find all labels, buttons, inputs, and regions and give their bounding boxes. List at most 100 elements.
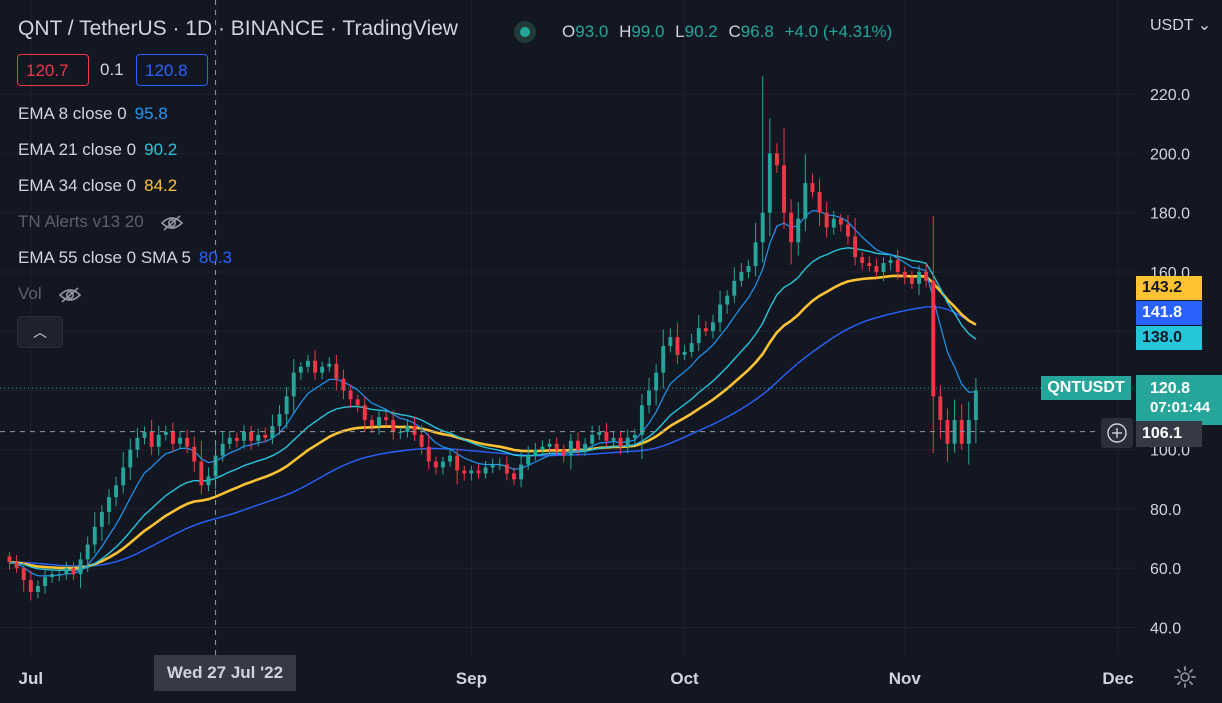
candle-body	[14, 562, 19, 569]
ohlc-high: 99.0	[631, 22, 665, 41]
candle-body	[881, 263, 886, 272]
collapse-legend-button[interactable]: ︿	[17, 316, 63, 348]
candle-body	[490, 464, 495, 468]
candle-body	[242, 431, 246, 441]
candle-body	[291, 372, 296, 397]
legend-ema34-name: EMA 34 close 0	[18, 176, 137, 195]
candle-body	[718, 304, 723, 323]
candle-body	[384, 417, 389, 421]
y-tick-label: 180.0	[1150, 206, 1190, 223]
candle-body	[249, 431, 254, 441]
ema21-line	[9, 247, 977, 572]
candle-body	[938, 396, 943, 421]
plus-circle-icon	[1107, 423, 1127, 443]
candle-body	[696, 328, 701, 344]
currency-selector[interactable]: USDT ⌄	[1150, 15, 1211, 35]
candle-body	[334, 363, 339, 379]
crosshair-date-label: Wed 27 Jul '22	[154, 655, 296, 691]
candle-body	[135, 437, 140, 450]
candle-body	[469, 470, 474, 474]
eye-hidden-icon[interactable]	[58, 286, 82, 304]
ohlc-change: +4.0 (+4.31%)	[784, 22, 893, 41]
legend-volume[interactable]: Vol	[18, 284, 82, 304]
candle-body	[895, 260, 900, 272]
legend-tn-alerts[interactable]: TN Alerts v13 20	[18, 212, 184, 232]
candle-body	[739, 271, 744, 281]
candle-body	[355, 399, 360, 406]
candle-body	[860, 257, 865, 264]
candle-body	[121, 467, 126, 486]
candle-body	[163, 431, 168, 435]
sell-price-button[interactable]: 120.7	[17, 54, 89, 86]
candle-body	[192, 446, 197, 462]
candle-body	[902, 271, 907, 278]
candle-body	[625, 437, 630, 447]
spread-value: 0.1	[100, 60, 124, 79]
candle-body	[419, 434, 424, 447]
candle-body	[810, 183, 815, 192]
candle-body	[398, 431, 403, 433]
market-status-icon[interactable]	[514, 21, 536, 43]
bar-countdown: 07:01:44	[1150, 399, 1211, 416]
x-tick-label: Oct	[670, 669, 699, 688]
candle-body	[50, 574, 55, 578]
ema21-price-tag: 138.0	[1136, 326, 1202, 350]
legend-ema34[interactable]: EMA 34 close 0 84.2	[18, 176, 177, 196]
y-tick-label: 80.0	[1150, 502, 1181, 519]
legend-ema8[interactable]: EMA 8 close 0 95.8	[18, 104, 168, 124]
candle-body	[114, 485, 119, 498]
currency-label: USDT	[1150, 17, 1194, 34]
candle-body	[519, 464, 524, 480]
candle-body	[838, 218, 843, 225]
candle-body	[277, 414, 282, 427]
chart-title: QNT / TetherUS · 1D · BINANCE · TradingV…	[18, 17, 458, 40]
candle-body	[85, 544, 90, 560]
candle-body	[597, 431, 602, 435]
candle-body	[803, 183, 808, 219]
legend-ema55[interactable]: EMA 55 close 0 SMA 5 80.3	[18, 248, 232, 268]
candle-body	[142, 431, 147, 438]
candle-body	[128, 449, 133, 468]
candle-body	[369, 420, 374, 427]
legend-ema34-value: 84.2	[144, 176, 178, 195]
candle-body	[973, 390, 978, 421]
candle-body	[107, 497, 111, 512]
candle-body	[178, 437, 182, 444]
candle-body	[284, 396, 289, 415]
candle-body	[767, 153, 772, 213]
candle-body	[554, 443, 559, 450]
candle-body	[440, 461, 445, 468]
gear-icon	[1174, 666, 1196, 688]
candle-body	[561, 449, 566, 456]
candle-body	[966, 420, 971, 444]
candle-body	[611, 437, 616, 441]
buy-price-button[interactable]: 120.8	[136, 54, 208, 86]
x-tick-label: Jul	[19, 669, 44, 688]
candle-body	[35, 586, 40, 592]
candle-body	[874, 266, 879, 272]
ohlc-open-key: O	[562, 22, 576, 41]
candle-body	[305, 360, 310, 367]
legend-volume-name: Vol	[18, 284, 42, 303]
candle-body	[462, 470, 467, 474]
candle-body	[28, 580, 33, 592]
candle-body	[547, 443, 552, 447]
candle-body	[220, 443, 225, 456]
candle-body	[21, 568, 26, 581]
last-price: 120.8	[1150, 380, 1191, 397]
candle-body	[99, 511, 104, 527]
legend-ema21[interactable]: EMA 21 close 0 90.2	[18, 140, 177, 160]
chevron-up-icon: ︿	[33, 324, 47, 340]
candle-body	[476, 470, 481, 474]
candle-body	[746, 266, 751, 272]
candle-body	[206, 476, 211, 486]
candle-body	[639, 405, 644, 435]
candle-body	[725, 295, 730, 305]
chart-settings-button[interactable]	[1173, 665, 1197, 694]
add-alert-button[interactable]	[1101, 418, 1133, 448]
eye-hidden-icon[interactable]	[160, 214, 184, 232]
candle-body	[753, 242, 758, 267]
y-tick-label: 220.0	[1150, 87, 1190, 104]
candle-body	[92, 526, 97, 545]
